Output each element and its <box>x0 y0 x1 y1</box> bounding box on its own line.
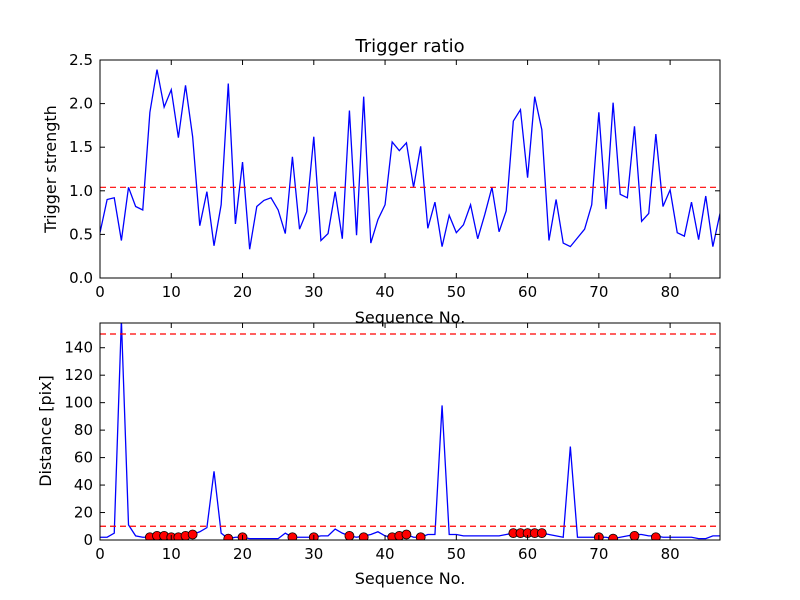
data-point <box>415 532 426 540</box>
trigger-ratio-chart: Trigger ratio Sequence No. Trigger stren… <box>41 36 721 327</box>
data-point <box>344 530 355 540</box>
y-tick-label: 60 <box>74 449 93 467</box>
x-tick-label: 40 <box>376 545 395 563</box>
x-tick-label: 80 <box>661 283 680 301</box>
x-tick-label: 60 <box>518 545 537 563</box>
plot-frame <box>99 59 721 279</box>
plot-area <box>100 69 720 250</box>
x-tick-label: 0 <box>95 283 105 301</box>
y-tick-label: 20 <box>74 504 93 522</box>
y-tick-label: 80 <box>74 421 93 439</box>
y-tick-label: 100 <box>64 394 93 412</box>
x-tick-label: 20 <box>233 545 252 563</box>
x-tick-label: 10 <box>162 545 181 563</box>
x-tick-label: 30 <box>304 545 323 563</box>
x-tick-label: 70 <box>589 545 608 563</box>
y-axis-label: Distance [pix] <box>36 375 55 487</box>
chart-title: Trigger ratio <box>354 36 464 57</box>
x-axis-label: Sequence No. <box>355 308 466 327</box>
data-point <box>536 528 547 539</box>
data-point <box>358 532 369 540</box>
y-tick-label: 1.0 <box>69 182 93 200</box>
data-point <box>287 532 298 540</box>
x-tick-label: 80 <box>661 545 680 563</box>
y-tick-label: 0.0 <box>69 269 93 287</box>
data-point <box>650 532 661 540</box>
y-tick-label: 40 <box>74 476 93 494</box>
x-tick-label: 20 <box>233 283 252 301</box>
y-tick-label: 2.5 <box>69 51 93 69</box>
x-tick-label: 10 <box>162 283 181 301</box>
plot-area <box>100 323 720 540</box>
y-tick-label: 120 <box>64 366 93 384</box>
data-point <box>187 529 198 540</box>
y-tick-label: 0.5 <box>69 225 93 243</box>
data-point <box>629 530 640 540</box>
data-point <box>401 529 412 540</box>
x-tick-label: 50 <box>447 545 466 563</box>
y-tick-label: 140 <box>64 339 93 357</box>
series-line <box>100 69 720 250</box>
y-axis-label: Trigger strength <box>41 105 60 234</box>
distance-chart: Sequence No. Distance [pix] 0 10 20 30 40 50 6… <box>36 322 721 588</box>
plot-frame <box>99 322 721 541</box>
x-tick-label: 60 <box>518 283 537 301</box>
x-tick-label: 30 <box>304 283 323 301</box>
x-tick-label: 40 <box>376 283 395 301</box>
x-axis-label: Sequence No. <box>355 569 466 588</box>
x-tick-label: 0 <box>95 545 105 563</box>
y-tick-label: 2.0 <box>69 95 93 113</box>
x-tick-label: 50 <box>447 283 466 301</box>
y-tick-label: 1.5 <box>69 138 93 156</box>
y-tick-label: 0 <box>83 531 93 549</box>
data-point <box>608 533 619 540</box>
data-point <box>223 533 234 540</box>
x-tick-label: 70 <box>589 283 608 301</box>
